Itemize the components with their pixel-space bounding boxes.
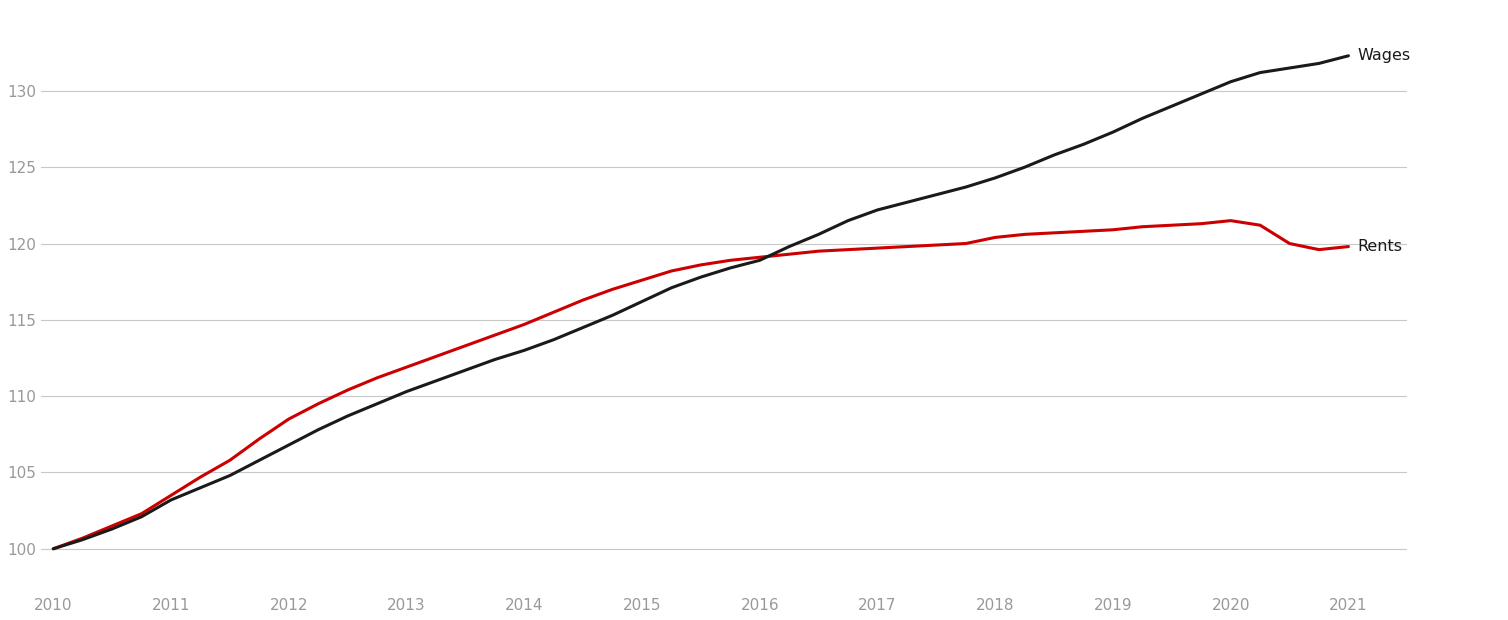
Text: Rents: Rents [1357,239,1402,254]
Text: Wages: Wages [1357,48,1411,63]
